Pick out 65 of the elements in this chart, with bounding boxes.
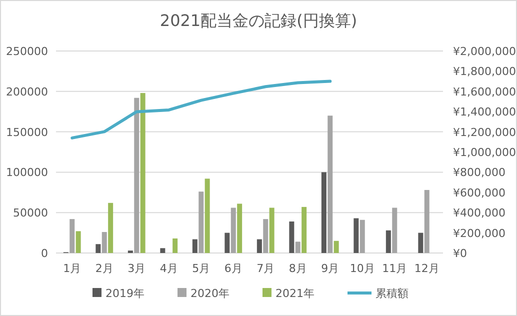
- bar: [198, 192, 204, 253]
- bar: [256, 239, 262, 253]
- x-tick-label: 8月: [288, 262, 307, 275]
- bar: [230, 208, 236, 253]
- x-tick-label: 11月: [382, 262, 408, 275]
- y-tick-label: 100000: [6, 166, 48, 180]
- y2-tick-label: ¥800,000: [453, 166, 506, 180]
- y2-tick-label: ¥1,400,000: [453, 106, 516, 119]
- bar: [70, 219, 75, 253]
- bar: [418, 232, 424, 253]
- y-tick-label: 150000: [6, 126, 48, 139]
- bar: [360, 220, 365, 253]
- x-tick-label: 6月: [224, 262, 242, 275]
- y-tick-label: 200000: [6, 85, 48, 98]
- x-tick-label: 2月: [95, 262, 114, 275]
- bar: [328, 116, 333, 253]
- x-tick-label: 10月: [350, 262, 375, 275]
- y2-tick-label: ¥0: [453, 247, 467, 260]
- y2-tick-label: ¥1,200,000: [453, 126, 516, 139]
- bar: [386, 230, 391, 253]
- bar: [134, 98, 140, 253]
- y2-tick-label: ¥1,600,000: [453, 85, 516, 98]
- bar: [392, 208, 398, 253]
- x-tick-label: 12月: [414, 262, 440, 275]
- bar: [263, 219, 268, 253]
- x-tick-label: 4月: [160, 262, 178, 275]
- bar: [302, 206, 307, 253]
- x-tick-label: 5月: [192, 262, 210, 275]
- y2-tick-label: ¥2,000,000: [453, 45, 516, 58]
- x-tick-label: 1月: [63, 262, 82, 275]
- y-tick-label: 50000: [13, 206, 48, 220]
- y-tick-label: 0: [41, 247, 48, 260]
- bar: [289, 221, 294, 253]
- y2-tick-label: ¥600,000: [453, 186, 506, 200]
- bar: [321, 172, 326, 253]
- y-tick-label: 250000: [6, 45, 48, 58]
- y2-tick-label: ¥1,000,000: [453, 146, 516, 159]
- x-tick-label: 9月: [321, 262, 340, 275]
- y2-tick-label: ¥200,000: [453, 226, 506, 240]
- bar: [96, 244, 101, 253]
- bar: [204, 178, 210, 253]
- legend-label: 2019年: [106, 287, 144, 300]
- y2-tick-label: ¥400,000: [453, 206, 506, 220]
- bar: [334, 240, 339, 253]
- bar: [295, 242, 300, 253]
- bar: [237, 204, 242, 253]
- line-series: [70, 80, 332, 140]
- x-tick-label: 3月: [128, 262, 146, 275]
- bar: [102, 232, 107, 253]
- bar: [269, 208, 274, 253]
- bar: [108, 202, 114, 253]
- legend-label: 2020年: [190, 287, 230, 300]
- bar: [172, 238, 178, 253]
- bar: [424, 190, 430, 253]
- legend-label: 累積額: [376, 287, 408, 300]
- legend-label: 2021年: [276, 287, 314, 300]
- bar: [160, 248, 166, 253]
- bar: [140, 93, 146, 253]
- x-tick-label: 7月: [256, 262, 275, 275]
- bar: [354, 218, 359, 253]
- bar: [192, 239, 198, 253]
- bar: [76, 231, 81, 253]
- chart-title: 2021配当金の記録(円換算): [160, 11, 358, 30]
- bar: [224, 232, 230, 253]
- y2-tick-label: ¥1,800,000: [453, 65, 516, 78]
